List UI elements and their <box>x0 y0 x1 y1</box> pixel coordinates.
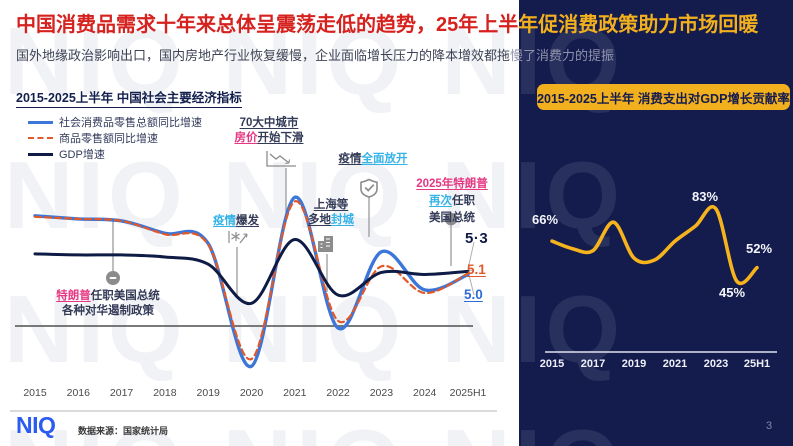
x-tick-label: 25H1 <box>744 358 770 370</box>
left-chart-title: 2015-2025上半年 中国社会主要经济指标 <box>16 87 242 108</box>
legend-swatch-navy-line <box>28 152 53 156</box>
x-tick-label: 2018 <box>153 387 177 399</box>
x-tick-label: 2023 <box>704 358 728 370</box>
legend-swatch-blue-line <box>28 120 53 124</box>
annotation-text-segment: 再次 <box>429 195 452 207</box>
annotation-text-segment: 2025年 <box>416 178 454 190</box>
data-source-note: 数据来源：国家统计局 <box>78 426 169 436</box>
annotation-text-segment: 美国总统 <box>429 212 475 224</box>
left-chart-series <box>33 195 470 368</box>
slide-subtitle: 国外地缘政治影响出口，国内房地产行业恢复缓慢，企业面临增长压力的降本增效都拖慢了… <box>16 47 614 64</box>
annotation-text-segment: 封城 <box>331 214 354 226</box>
pin-marker-minus-icon <box>106 219 120 285</box>
legend-label-retail: 社会消费品零售总额同比增速 <box>59 117 202 129</box>
legend-swatch-orange-dashed-line <box>28 137 53 139</box>
annotation-text-segment: 特朗普 <box>453 178 488 190</box>
annotation-trump-2025: 2025年特朗普 再次任职美国总统 <box>404 176 500 227</box>
annotation-covid-reopening: 疫情全面放开 <box>331 152 415 167</box>
end-value-gdp: 5·3 <box>465 230 489 247</box>
subtitle-on-white: 国外地缘政治影响出口，国内房地产行业恢复缓慢，企业面临增长压力的降本增效都拖 <box>16 48 511 63</box>
x-tick-label: 2016 <box>67 387 91 399</box>
legend-label-gdp: GDP增速 <box>59 149 105 161</box>
annotation-text-segment: 疫情 <box>213 215 236 227</box>
pin-marker-icon <box>444 212 458 266</box>
x-tick-label: 2023 <box>370 387 394 399</box>
left-chart-x-tick-labels: 2015 2016 2017 2018 2019 2020 2021 2022 2023 2024… <box>23 387 486 399</box>
annotation-text-segment: 多地 <box>308 214 331 226</box>
annotation-text-segment: 爆发 <box>236 215 259 227</box>
legend-label-goods: 商品零售额同比增速 <box>59 133 158 145</box>
point-label-45: 45% <box>719 285 746 300</box>
x-tick-label: 2025H1 <box>450 387 487 399</box>
x-tick-label: 2024 <box>413 387 437 399</box>
contribution-line <box>550 205 759 285</box>
point-label-52: 52% <box>746 241 773 256</box>
x-tick-label: 2019 <box>197 387 221 399</box>
right-chart-series <box>550 205 759 285</box>
annotation-text-segment: 70大中城市 <box>239 117 299 129</box>
x-tick-label: 2021 <box>663 358 687 370</box>
subtitle-on-panel: 慢了消费力的提振 <box>510 48 615 63</box>
annotation-covid-outbreak: 疫情爆发 <box>199 214 273 229</box>
annotation-text-segment: 开始下滑 <box>257 132 304 144</box>
point-label-83: 83% <box>692 189 719 204</box>
series-line-2 <box>33 238 470 305</box>
annotation-text-segment: 任职 <box>452 195 475 207</box>
legend-item-retail: 社会消费品零售总额同比增速 <box>28 114 202 130</box>
x-tick-label: 2022 <box>326 387 350 399</box>
x-tick-label: 2017 <box>110 387 134 399</box>
niq-logo: NIQ <box>16 412 56 438</box>
slide-title-red-part: 中国消费品需求十年来总体呈震荡走低的趋势，25年上半 <box>16 14 519 36</box>
annotation-text-segment: 房价 <box>234 132 258 144</box>
annotation-text-segment: 全面放开 <box>361 153 408 165</box>
declining-chart-icon <box>266 151 296 167</box>
legend-item-goods: 商品零售额同比增速 <box>28 130 202 146</box>
shield-check-icon <box>360 178 378 198</box>
annotation-pointer-lines <box>236 168 370 298</box>
end-value-total-retail: 5.0 <box>464 287 483 302</box>
annotation-text-segment: 任职美国总统 <box>90 290 160 302</box>
virus-outbreak-icon <box>228 231 248 244</box>
slide-title-gold-part: 年促消费政策助力市场回暖 <box>518 14 759 36</box>
annotation-text-segment: 各种对华遏制政策 <box>62 305 154 317</box>
annotation-text-segment: 特朗普 <box>56 290 91 302</box>
annotation-text-segment: 疫情 <box>338 153 362 165</box>
x-tick-label: 2017 <box>581 358 605 370</box>
right-chart-title-banner: 2015-2025上半年 消费支出对GDP增长贡献率 <box>537 84 790 110</box>
legend-item-gdp: GDP增速 <box>28 146 202 162</box>
left-chart-legend: 社会消费品零售总额同比增速 商品零售额同比增速 GDP增速 <box>28 114 202 162</box>
annotation-text-segment: 上海等 <box>313 199 349 211</box>
x-tick-label: 2015 <box>540 358 564 370</box>
x-tick-label: 2015 <box>23 387 47 399</box>
right-panel-background <box>519 0 793 446</box>
series-line-1 <box>33 200 470 361</box>
right-chart-x-tick-labels: 2015 2017 2019 2021 2023 25H1 <box>540 358 770 370</box>
x-tick-label: 2020 <box>240 387 264 399</box>
x-tick-label: 2019 <box>622 358 646 370</box>
annotation-shanghai-lockdown: 上海等多地封城 <box>294 198 368 228</box>
annotation-trump-first-term: 特朗普任职美国总统各种对华遏制政策 <box>38 289 178 319</box>
point-label-66: 66% <box>532 212 559 227</box>
slide-title: 中国消费品需求十年来总体呈震荡走低的趋势，25年上半年促消费政策助力市场回暖 <box>16 12 786 38</box>
end-value-goods-retail: 5.1 <box>467 262 486 277</box>
x-tick-label: 2021 <box>283 387 307 399</box>
annotation-housing-prices-decline: 70大中城市房价开始下滑 <box>213 116 325 146</box>
page-number: 3 <box>766 420 773 432</box>
building-lockdown-icon <box>318 236 333 252</box>
